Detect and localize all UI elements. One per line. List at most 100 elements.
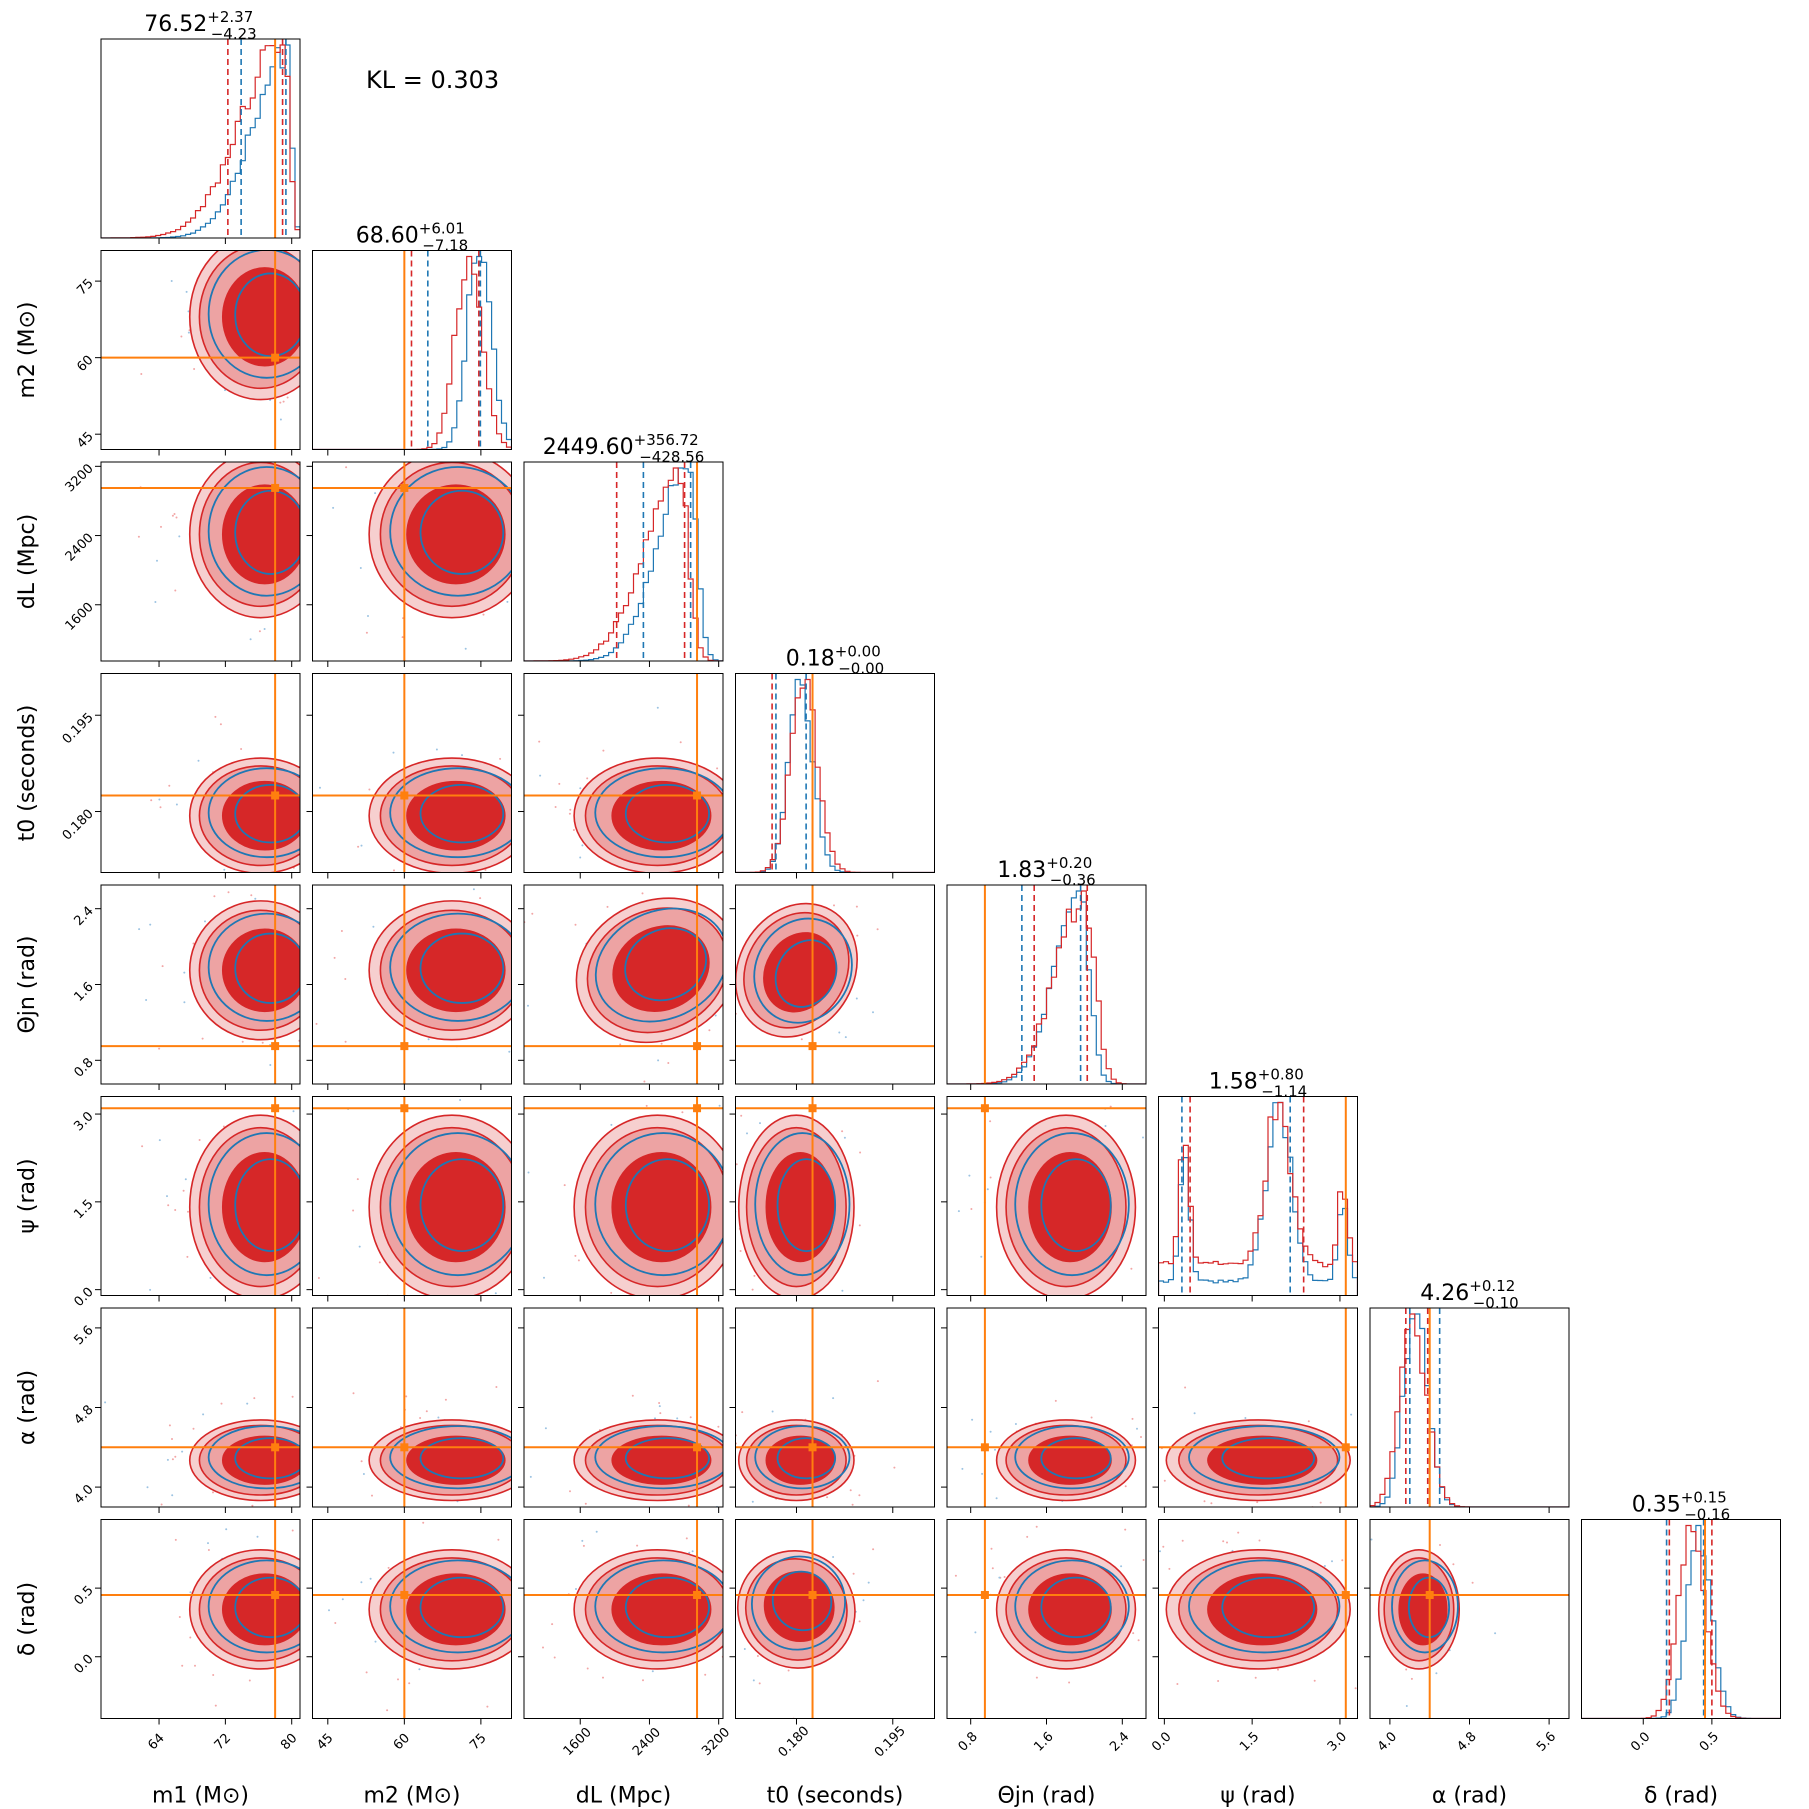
sample-point [1155,1624,1157,1626]
diag-frame-dL [523,461,724,662]
sample-point [315,525,317,527]
sample-point [728,1452,730,1454]
sample-point [171,1458,174,1461]
panel-m2-vs-psi [306,1096,512,1302]
sample-point [207,1549,210,1551]
sample-point [307,947,309,949]
contour-red-inner [612,925,710,1012]
sample-point [321,1621,323,1623]
hist-red-psi [1158,1101,1358,1296]
sample-point [990,1547,993,1550]
sample-point [1258,1539,1261,1542]
ytick-label-m2: 60 [74,353,96,375]
sample-point [1352,1528,1354,1530]
sample-point [553,1466,555,1468]
sample-point [158,1047,161,1050]
panel-frame [100,1096,301,1296]
sample-point [569,1490,571,1493]
contour-blue-inner [776,1158,837,1252]
sample-point [324,1591,326,1593]
sample-point [740,1114,743,1117]
sample-point [1181,1539,1184,1542]
sample-point [681,1111,684,1114]
sample-point [339,387,341,389]
sample-point [1090,1416,1093,1419]
contour-red-inner [406,484,506,585]
sample-point [220,1314,222,1316]
panel-frame [312,461,512,662]
sample-point [291,426,293,428]
sample-point [174,1209,177,1211]
sample-point [771,1410,774,1413]
sample-point [367,1246,369,1248]
sample-point [197,759,200,762]
sample-point [372,925,375,928]
sample-point [213,895,216,898]
ytick-label-alpha: 4.0 [71,1482,96,1507]
sample-point [724,993,726,995]
sample-point [178,535,181,538]
sample-point [581,844,584,847]
sample-point [543,1276,545,1279]
panel-theta_jn-vs-delta [941,1519,1147,1725]
sample-point [336,1553,338,1555]
sample-point [1159,1550,1161,1553]
panel-title-dL: 2449.60+356.72 −428.56 [543,431,705,466]
contour-red-inner [221,484,300,585]
sample-point [527,1171,530,1174]
sample-point [334,1622,337,1624]
sample-point [335,848,337,850]
sample-point [328,1609,330,1612]
panel-frame [1158,1519,1358,1719]
sample-point [1410,1677,1413,1680]
sample-point [310,851,312,853]
sample-point [832,1397,835,1400]
sample-point [841,1289,844,1292]
sample-point [401,636,404,639]
sample-point [318,299,320,301]
yaxis-label-alpha: α (rad) [15,1370,40,1445]
sample-point [316,1182,318,1184]
xaxis-label-dL: dL (Mpc) [576,1784,671,1809]
sample-point [584,581,586,583]
sample-point [341,1598,344,1601]
sample-point [589,1336,591,1338]
sample-point [207,1542,209,1545]
sample-point [824,1311,826,1313]
sample-point [193,368,196,370]
sample-point [800,1038,803,1041]
sample-point [1141,1463,1143,1465]
contour-blue-outer [594,767,723,859]
sample-point [743,935,745,937]
xtick-label-t0: 0.195 [872,1724,909,1761]
xtick-label-t0: 0.180 [776,1724,813,1761]
sample-point [368,788,371,791]
sample-point [317,870,319,872]
contour-blue-inner [234,783,300,844]
ytick-label-dL: 3200 [63,461,97,495]
sample-point [154,601,157,603]
ytick-label-alpha: 5.6 [71,1323,96,1348]
sample-point [1094,1532,1096,1534]
sample-point [490,1512,492,1514]
contour-blue-inner [1040,1158,1112,1252]
sample-point [486,1705,489,1708]
sample-point [773,1086,775,1088]
sample-point [553,732,555,734]
sample-point [730,1592,732,1594]
sample-point [263,628,266,630]
sample-point [338,1476,340,1478]
sample-point [317,561,319,563]
sample-point [989,1120,992,1123]
sample-point [1341,1559,1344,1562]
contour-red-inner [221,780,300,851]
sample-point [387,1566,390,1569]
diag-panel-theta_jn: 1.83+0.20 −0.36 [946,854,1147,1090]
sample-point [643,1080,646,1083]
sample-point [246,1523,248,1525]
ytick-label-alpha: 4.8 [71,1403,96,1428]
sample-point [291,1395,294,1398]
sample-point [855,997,858,1000]
sample-point [732,1618,734,1620]
sample-point [827,867,829,869]
